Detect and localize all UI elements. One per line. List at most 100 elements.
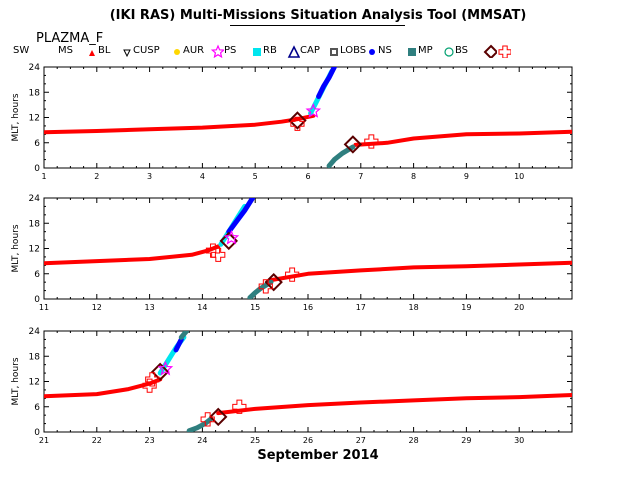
legend-label-mp: MP [418,45,433,56]
y-tick-label: 24 [29,63,41,73]
series-sw [216,393,572,416]
legend-label-bl: BL [98,45,111,56]
x-tick-label: 12 [92,303,102,312]
x-tick-label: 23 [145,436,155,445]
x-tick-label: 14 [197,303,207,312]
crossing-bs-cross [258,279,273,294]
legend-label-rb: RB [263,45,277,56]
crossing-bs-cross [200,412,215,427]
series-sw [353,129,572,147]
x-tick-label: 22 [92,436,102,445]
legend-label-ms: MS [58,45,73,56]
legend-symbol-square-filled-icon [253,48,261,56]
crossing-bs-cross [145,372,160,387]
y-axis-label: MLT, hours [11,224,21,272]
series-sw [44,244,221,266]
x-tick-label: 4 [200,172,205,181]
x-tick-label: 3 [147,172,152,181]
x-axis-label: September 2014 [257,448,379,463]
series-lobs [173,336,184,353]
legend-label-sw: SW [13,45,30,56]
crossing-bs-cross [232,399,247,414]
x-tick-label: 29 [461,436,471,445]
x-tick-label: 26 [303,436,313,445]
x-tick-label: 13 [145,303,155,312]
crossing-bs-cross [364,134,379,149]
series-sw [269,260,572,283]
y-tick-label: 12 [29,114,40,124]
x-tick-label: 15 [250,303,260,312]
legend-symbol-circle-icon [444,47,454,57]
x-tick-label: 7 [358,172,363,181]
satellite-name: PLAZMA_F [36,31,104,46]
crossing-bs [219,231,239,251]
x-tick-label: 10 [514,172,524,181]
x-tick-label: 16 [303,303,313,312]
x-tick-label: 11 [39,303,49,312]
y-tick-label: 12 [29,245,40,255]
legend-symbol-star-icon [210,44,224,58]
y-tick-label: 6 [34,403,40,413]
legend-label-ps: PS [224,45,237,56]
x-tick-label: 20 [514,303,524,312]
crossing-bs [209,407,228,427]
legend-symbol-square-small-icon [330,48,338,56]
panel-3: 21 22 23 24 25 26 27 28 29 30 0 6 12 18 24 MLT, hours [11,327,573,445]
legend-label-cusp: CUSP [133,45,160,56]
crossing-bs [343,135,363,154]
crossing-aur [305,103,322,118]
y-tick-label: 0 [34,295,40,305]
legend-symbol-dot-icon [174,49,180,55]
x-tick-label: 21 [39,436,49,445]
y-tick-label: 18 [29,88,41,98]
y-tick-label: 12 [29,378,40,388]
series-lobs [226,198,256,235]
panel-2: 11 12 13 14 15 16 17 18 19 20 0 6 12 18 24 MLT, hours [11,194,573,312]
y-tick-label: 0 [34,428,40,438]
legend-symbol-square-filled-icon [408,48,416,56]
series-lobs [316,67,337,99]
crossing-aur [223,229,240,245]
legend-label-ns: NS [378,45,392,56]
y-tick-label: 24 [29,327,41,337]
chart-title: (IKI RAS) Multi-Missions Situation Analy… [109,8,527,23]
legend-symbol-dot-icon [369,49,375,55]
x-tick-label: 5 [253,172,258,181]
y-tick-label: 18 [29,219,41,229]
x-tick-label: 8 [411,172,416,181]
y-tick-label: 18 [29,352,41,362]
crossing-bs-cross [211,247,226,262]
panel-frame [43,197,573,300]
x-tick-label: 24 [197,436,207,445]
series-ns [178,331,190,340]
x-tick-label: 1 [41,172,46,181]
series-ns [186,416,213,432]
legend-label-bs: BS [455,45,469,56]
x-tick-label: 18 [409,303,419,312]
y-tick-label: 0 [34,164,40,174]
x-tick-label: 17 [356,303,366,312]
legend: SW MS BL CUSP AUR PS RB CAP LOBS NS MP BS [0,44,636,62]
legend-label-lobs: LOBS [340,45,367,56]
series-ns [247,279,274,299]
y-tick-label: 6 [34,139,40,149]
crossing-bs-cross [142,378,157,393]
x-tick-label: 28 [409,436,419,445]
legend-symbol-diamond-icon [483,44,497,58]
crossing-aur [157,360,174,376]
x-tick-label: 27 [356,436,366,445]
legend-symbol-cross-icon [498,45,511,58]
legend-symbol-triangle-icon [287,45,300,58]
panel-frame [43,330,573,433]
x-tick-label: 19 [461,303,471,312]
legend-label-cap: CAP [300,45,320,56]
legend-symbol-small-triangle-down-icon [123,49,131,58]
x-tick-label: 30 [514,436,524,445]
series-sw [44,113,316,135]
legend-label-aur: AUR [183,45,205,56]
legend-symbol-small-triangle-icon [89,50,95,56]
y-axis-label: MLT, hours [11,93,21,141]
y-tick-label: 24 [29,194,41,204]
